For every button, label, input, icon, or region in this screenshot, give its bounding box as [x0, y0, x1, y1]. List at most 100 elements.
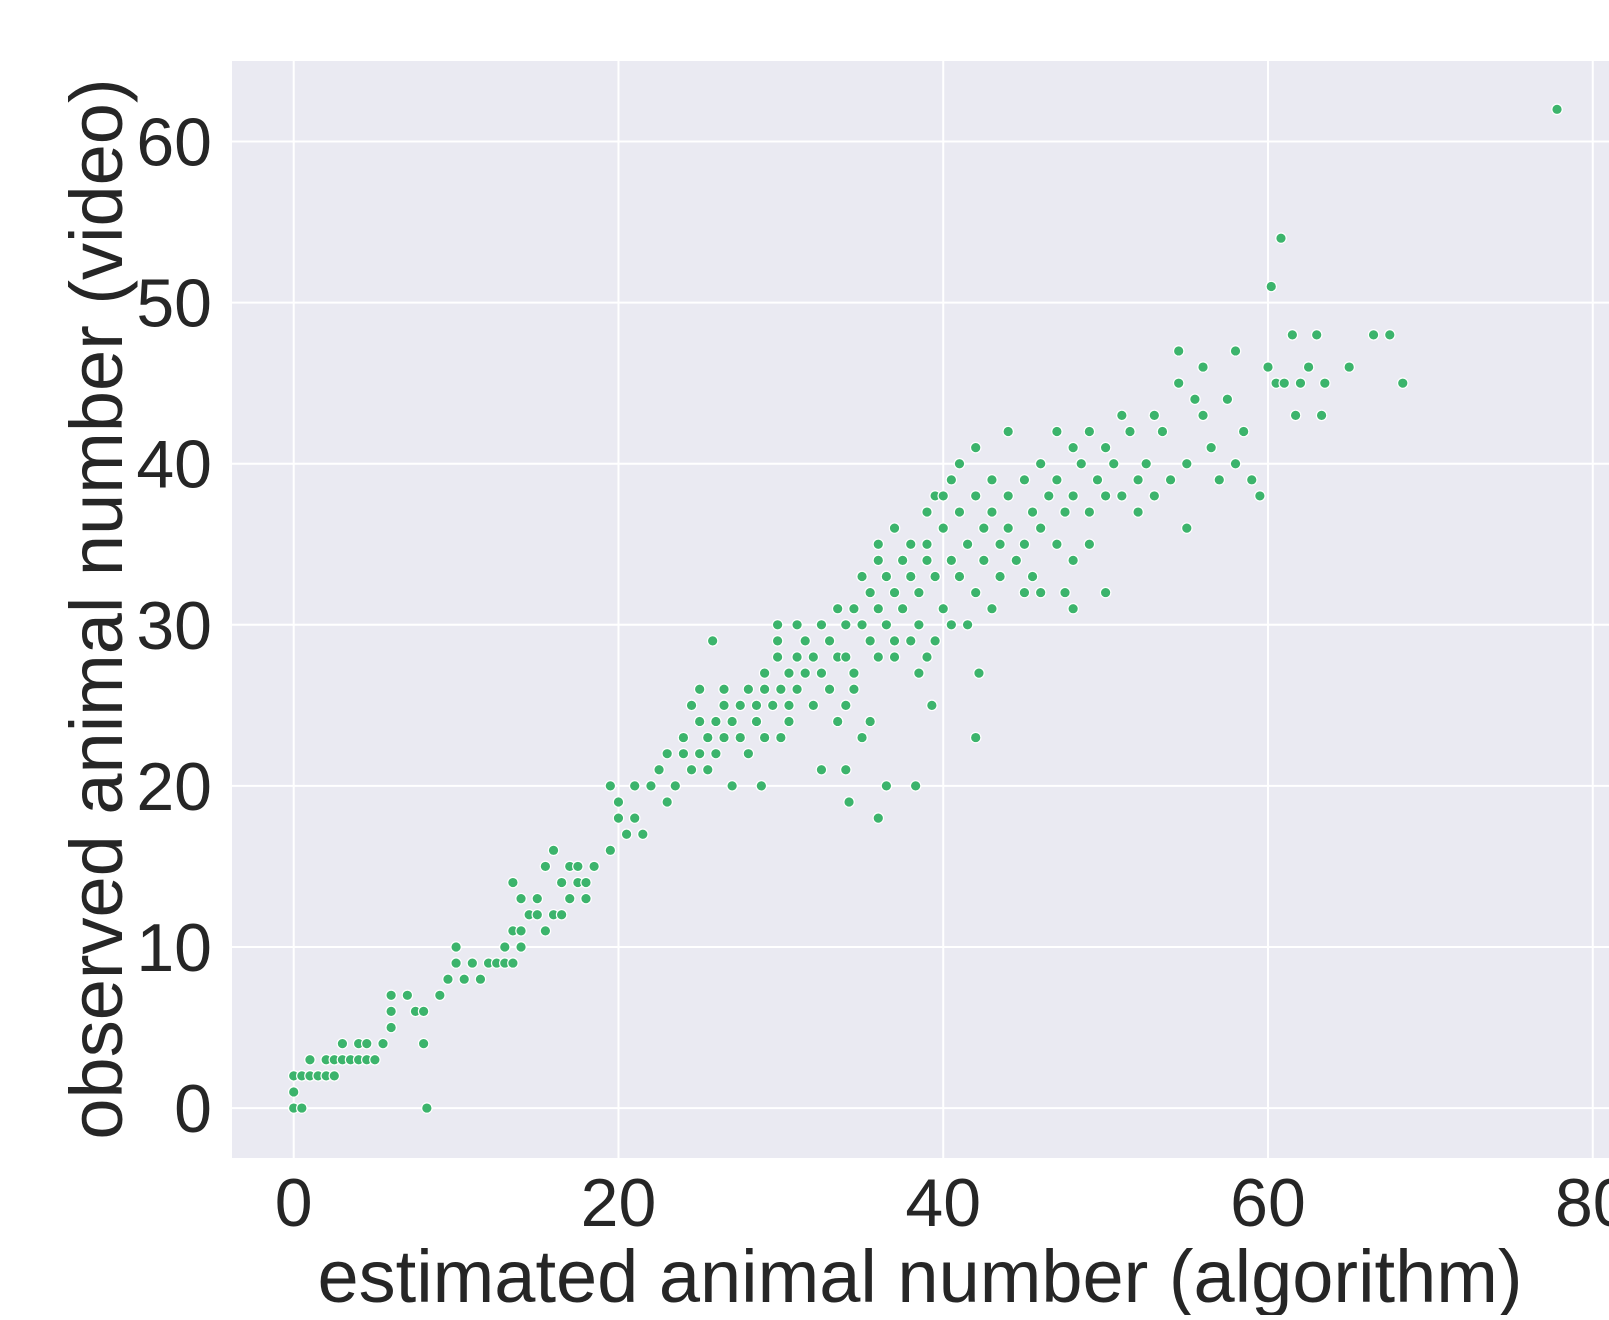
data-point: [904, 538, 917, 551]
data-point: [385, 1021, 397, 1034]
data-point: [531, 908, 544, 921]
data-point: [1083, 425, 1096, 438]
data-point: [888, 651, 901, 663]
data-point: [685, 699, 698, 712]
data-point: [1116, 409, 1128, 422]
data-point: [1002, 490, 1014, 502]
data-point: [799, 667, 812, 679]
data-point: [450, 941, 462, 953]
data-point: [718, 683, 730, 696]
data-point: [1059, 586, 1071, 599]
data-point: [531, 892, 544, 905]
data-points: [287, 103, 1563, 1114]
data-point: [872, 554, 885, 567]
data-point: [888, 586, 901, 599]
data-point: [507, 876, 519, 889]
data-point: [791, 651, 803, 663]
y-tick-label: 50: [136, 266, 212, 342]
data-point: [336, 1037, 349, 1050]
data-point: [701, 763, 714, 776]
data-point: [710, 747, 722, 760]
x-axis-label: estimated animal number (algorithm): [317, 1235, 1522, 1315]
data-point: [1229, 345, 1242, 357]
data-point: [1172, 345, 1185, 357]
y-axis-label: observed animal number (video): [55, 78, 138, 1139]
data-point: [1221, 393, 1234, 406]
data-point: [1083, 538, 1096, 551]
data-point: [864, 586, 876, 599]
data-point: [417, 1037, 430, 1050]
data-point: [1002, 522, 1014, 534]
data-point: [921, 651, 933, 663]
data-point: [994, 570, 1006, 583]
data-point: [888, 635, 901, 647]
data-point: [880, 780, 893, 792]
data-point: [726, 715, 738, 728]
data-point: [434, 989, 446, 1002]
data-point: [815, 763, 828, 776]
data-point: [945, 554, 958, 567]
data-point: [1132, 506, 1144, 518]
data-point: [791, 619, 803, 631]
y-tick-label: 60: [136, 105, 212, 181]
data-point: [929, 635, 941, 647]
data-point: [385, 989, 397, 1002]
data-point: [913, 667, 925, 679]
data-point: [677, 747, 690, 760]
data-point: [677, 731, 690, 744]
data-point: [973, 667, 985, 679]
data-point: [986, 474, 998, 486]
data-point: [1107, 457, 1120, 470]
data-point: [1343, 361, 1355, 373]
data-point: [880, 570, 893, 583]
data-point: [750, 715, 763, 728]
data-point: [775, 731, 787, 744]
data-point: [961, 619, 974, 631]
y-tick-labels: 0 10 20 30 40 50 60: [136, 105, 212, 1148]
data-point: [1002, 425, 1014, 438]
data-point: [669, 780, 682, 792]
data-point: [831, 602, 844, 615]
data-point: [637, 828, 649, 841]
data-point: [1067, 441, 1079, 454]
data-point: [807, 699, 820, 712]
data-point: [377, 1037, 389, 1050]
data-point: [848, 667, 860, 679]
data-point: [937, 602, 950, 615]
data-point: [612, 796, 625, 808]
data-point: [758, 683, 771, 696]
data-point: [783, 667, 795, 679]
data-point: [1164, 474, 1177, 486]
data-point: [969, 731, 982, 744]
data-point: [1075, 457, 1088, 470]
data-point: [872, 812, 885, 824]
data-point: [904, 635, 917, 647]
data-point: [771, 619, 784, 631]
data-point: [328, 1070, 341, 1082]
data-point: [458, 973, 471, 985]
x-tick-label: 40: [905, 1165, 981, 1241]
data-point: [645, 780, 657, 792]
data-point: [539, 925, 552, 937]
data-point: [726, 780, 738, 792]
data-point: [921, 538, 933, 551]
data-point: [1132, 474, 1144, 486]
data-point: [710, 715, 722, 728]
y-tick-label: 0: [174, 1071, 212, 1147]
data-point: [547, 844, 560, 857]
x-tick-label: 20: [581, 1165, 657, 1241]
data-point: [978, 522, 990, 534]
data-point: [572, 860, 584, 873]
data-point: [937, 490, 950, 502]
data-point: [969, 490, 982, 502]
data-point: [1294, 377, 1307, 389]
data-point: [734, 699, 747, 712]
data-point: [909, 780, 922, 792]
data-point: [1245, 474, 1258, 486]
data-point: [815, 619, 828, 631]
data-point: [1254, 490, 1266, 502]
data-point: [604, 780, 617, 792]
data-point: [1124, 425, 1136, 438]
data-point: [1083, 506, 1096, 518]
